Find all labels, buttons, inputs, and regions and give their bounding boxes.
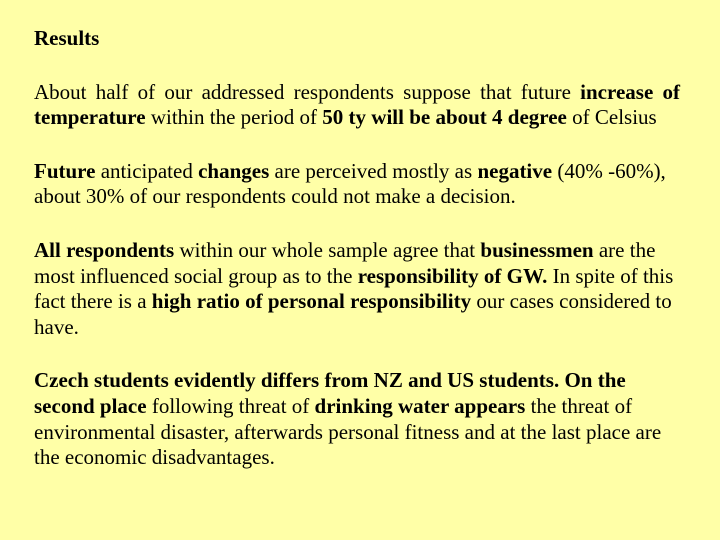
heading-results: Results: [34, 26, 680, 52]
paragraph-4: Czech students evidently differs from NZ…: [34, 368, 680, 470]
paragraph-2: Future anticipated changes are perceived…: [34, 159, 680, 210]
paragraph-1: About half of our addressed respondents …: [34, 80, 680, 131]
slide-page: Results About half of our addressed resp…: [0, 0, 720, 540]
paragraph-3: All respondents within our whole sample …: [34, 238, 680, 340]
